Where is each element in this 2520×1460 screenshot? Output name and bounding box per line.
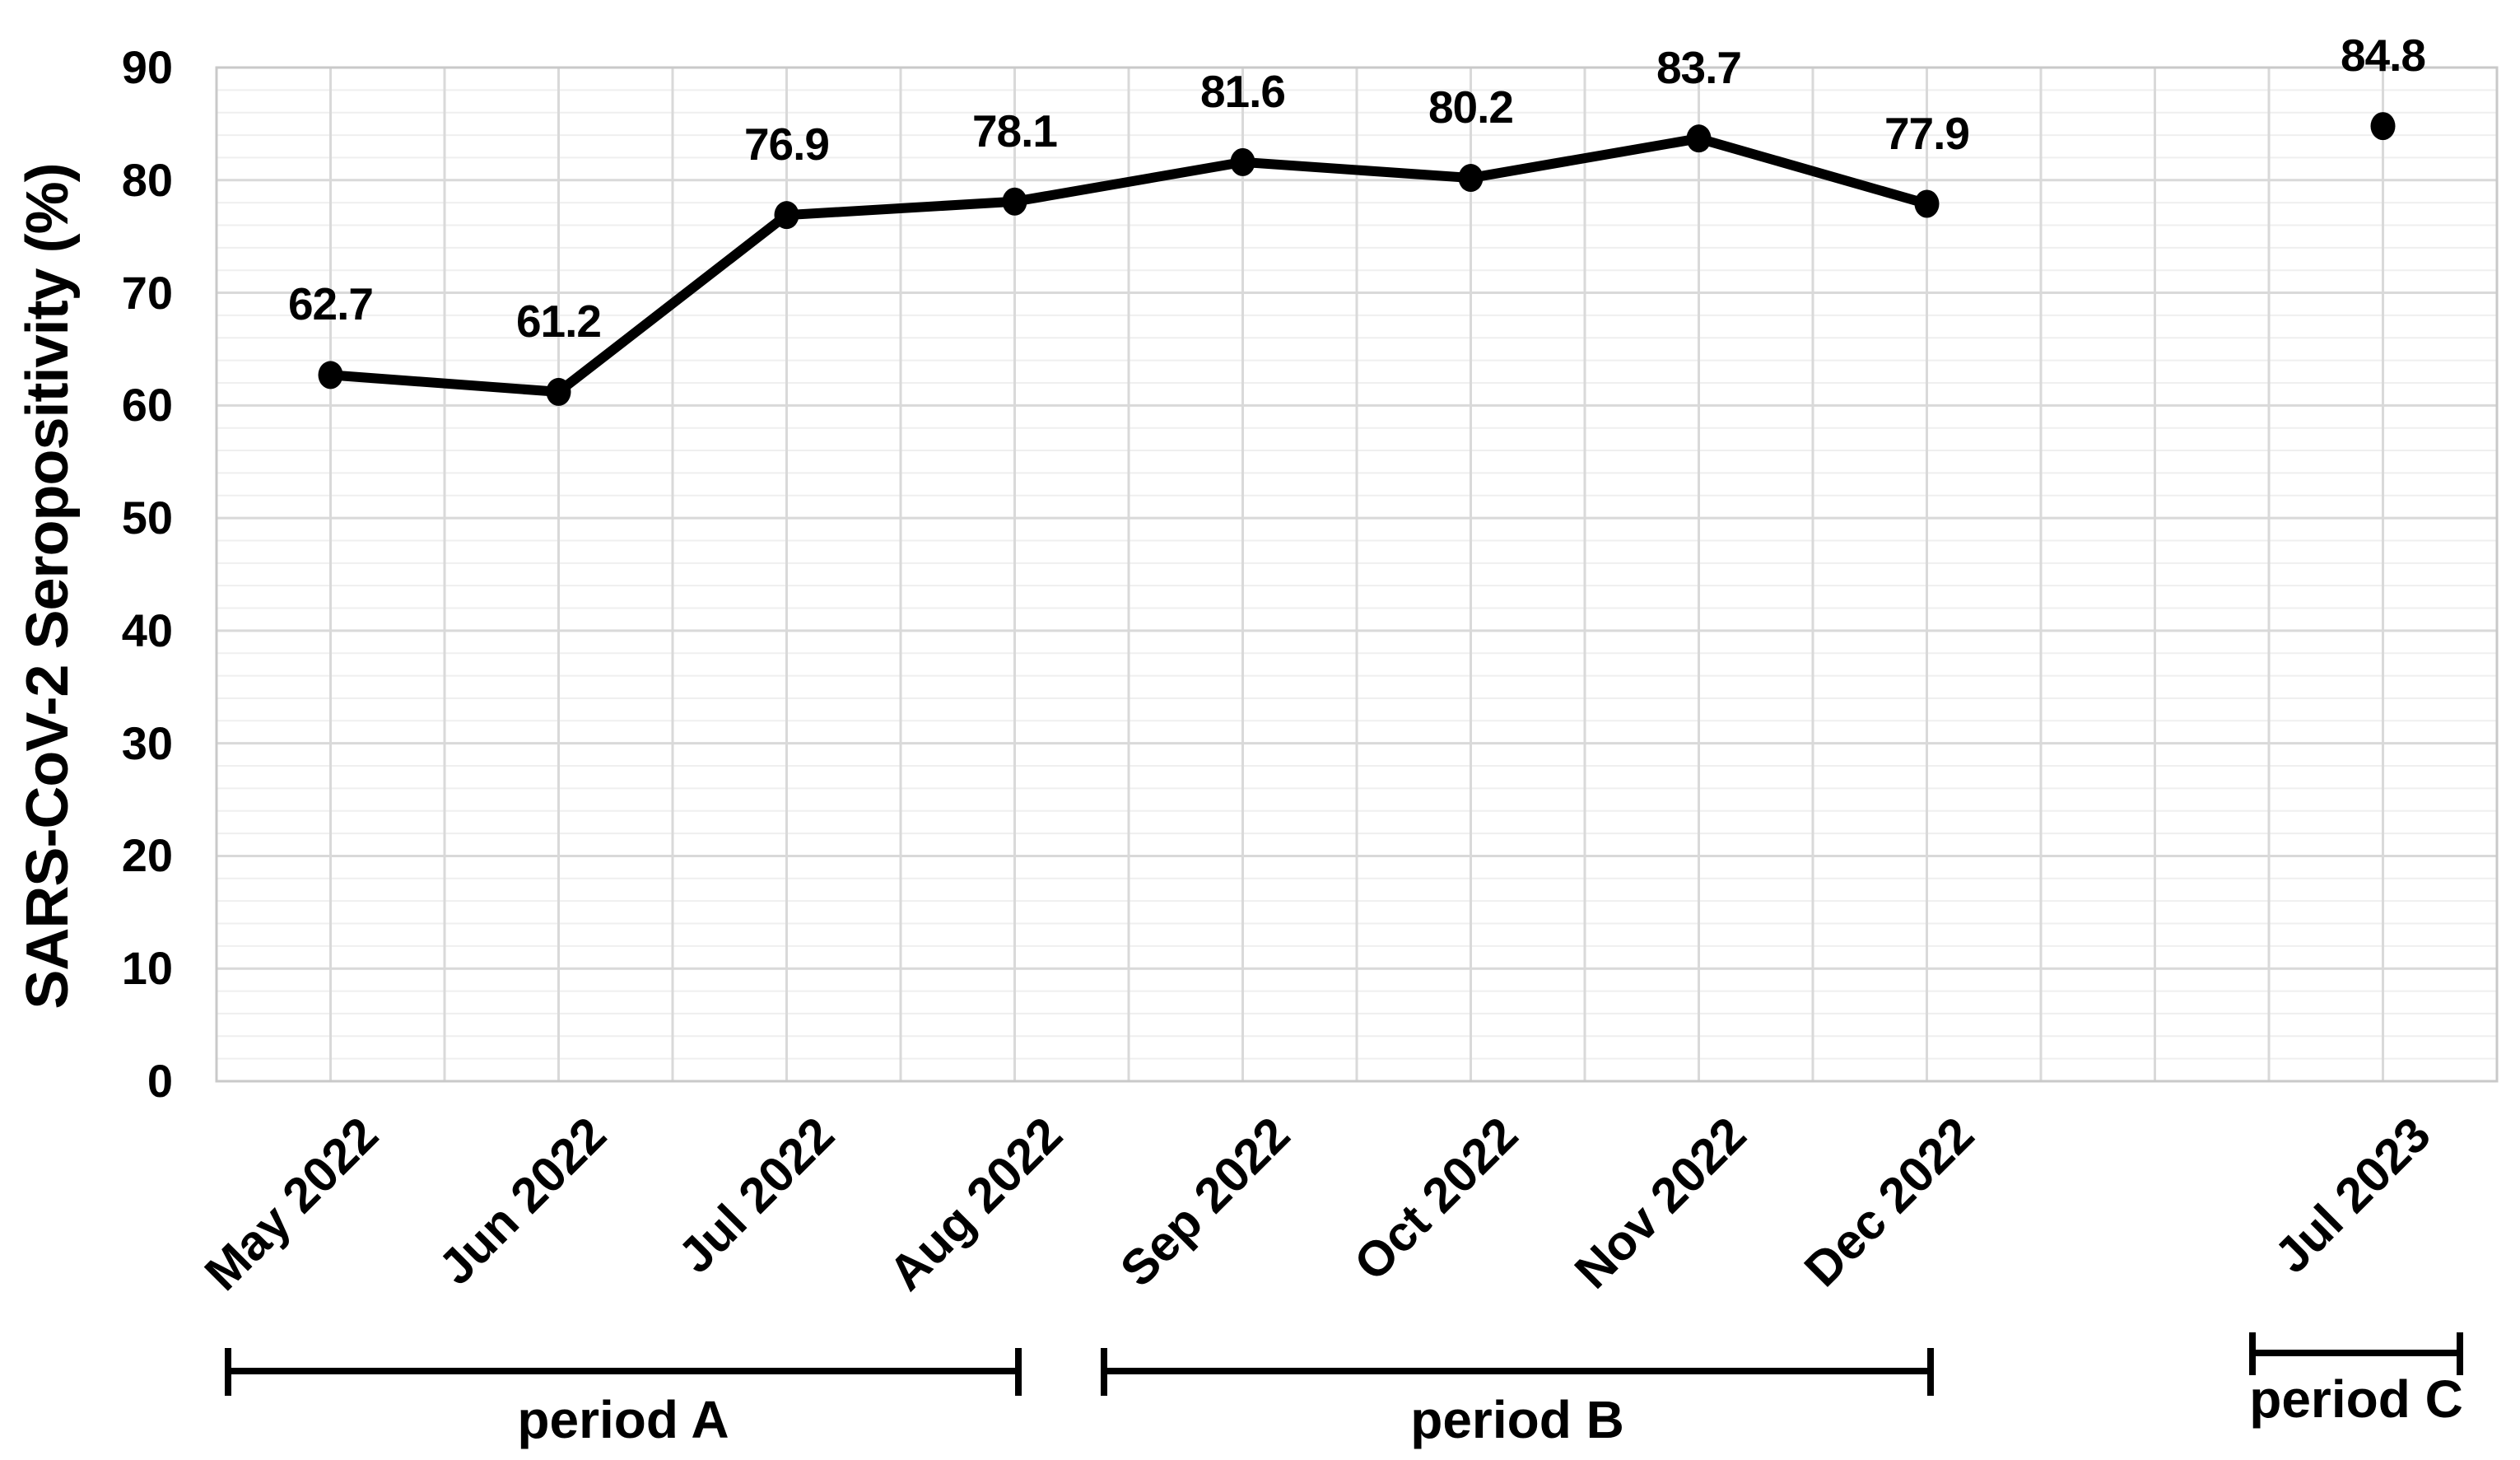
data-point-marker [318, 361, 343, 389]
y-tick-label: 90 [121, 41, 173, 93]
data-point-marker [1686, 124, 1712, 153]
data-label: 77.9 [1884, 107, 1970, 159]
data-label: 80.2 [1428, 82, 1514, 133]
series-line [325, 133, 1932, 397]
y-tick-label: 10 [121, 942, 173, 995]
data-label: 76.9 [743, 119, 830, 170]
y-tick-label: 40 [121, 604, 173, 656]
data-point-marker [774, 201, 799, 230]
data-point-marker [1230, 147, 1255, 176]
period-label: period B [1410, 1390, 1624, 1449]
data-point-marker [1002, 187, 1027, 216]
y-tick-label: 30 [121, 716, 173, 769]
period-label: period C [2249, 1369, 2463, 1429]
data-label: 61.2 [515, 295, 602, 347]
data-label: 84.8 [2340, 30, 2426, 82]
plot-border [215, 66, 2499, 1083]
data-label: 83.7 [1656, 42, 1742, 94]
period-label: period A [517, 1390, 729, 1449]
data-label: 78.1 [971, 105, 1058, 156]
y-tick-label: 20 [121, 829, 173, 882]
data-point-marker [546, 377, 571, 406]
data-label: 81.6 [1199, 65, 1286, 117]
y-tick-label: 0 [147, 1055, 173, 1107]
data-point-marker [1914, 189, 1940, 218]
data-label: 62.7 [287, 278, 374, 330]
y-tick-label: 70 [121, 266, 173, 319]
data-point-marker [1458, 164, 1484, 193]
y-tick-label: 80 [121, 153, 173, 206]
data-point-marker [2370, 112, 2396, 141]
y-tick-label: 60 [121, 379, 173, 431]
y-tick-label: 50 [121, 492, 173, 544]
